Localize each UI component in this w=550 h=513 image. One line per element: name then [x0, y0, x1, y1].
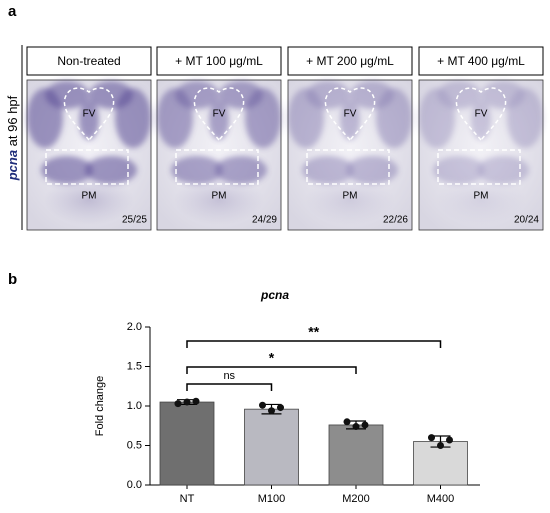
data-point — [428, 434, 435, 442]
data-point — [437, 442, 444, 449]
count-label: 22/26 — [383, 215, 408, 226]
stain-blob — [45, 81, 89, 109]
stain-blob — [471, 100, 491, 140]
stain-blob — [209, 100, 229, 140]
stain-glow — [44, 175, 134, 225]
data-point — [343, 418, 351, 426]
bar — [244, 408, 299, 486]
pm-outline — [45, 149, 129, 185]
embryo-image: FV PM 22/26 — [287, 79, 413, 231]
y-tick-label: 1.0 — [127, 400, 142, 412]
stain — [288, 81, 412, 184]
stain-glow — [174, 175, 264, 225]
pm-outline — [175, 149, 259, 185]
stain-blob — [340, 100, 360, 140]
x-tick-label: NT — [180, 493, 195, 505]
bar — [328, 424, 384, 486]
embryo-image: FV PM 24/29 — [156, 79, 282, 231]
y-axis-label: Fold change — [94, 376, 106, 437]
stain — [27, 81, 151, 184]
sig-bracket — [186, 383, 273, 391]
pm-label: PM — [82, 191, 97, 202]
stain-blob — [175, 81, 219, 109]
fv-outline — [63, 87, 115, 142]
stain-glow — [436, 175, 526, 225]
fv-label: FV — [344, 109, 357, 120]
fv-outline — [193, 87, 245, 142]
x-tick-label: M400 — [427, 493, 455, 505]
condition-label: Non-treated — [57, 54, 120, 68]
x-tick-label: M200 — [342, 493, 370, 505]
bar — [159, 401, 215, 486]
sig-bracket — [186, 366, 357, 374]
y-tick-label: 2.0 — [127, 321, 142, 333]
stain-blob — [306, 81, 350, 109]
data-point — [446, 436, 453, 444]
fv-outline — [324, 87, 376, 142]
fv-label: FV — [83, 109, 96, 120]
data-point — [352, 423, 360, 431]
panel-label: b — [8, 271, 17, 288]
condition-box — [418, 46, 544, 76]
count-label: 25/25 — [122, 215, 147, 226]
sig-label: ns — [223, 370, 235, 382]
condition-box — [156, 46, 282, 76]
sig-bracket — [186, 340, 442, 348]
condition-label: + MT 100 μg/mL — [175, 54, 263, 68]
condition-label: + MT 200 μg/mL — [306, 54, 394, 68]
y-tick-label: 1.5 — [127, 360, 142, 372]
chart-title: pcna — [260, 288, 289, 302]
data-point — [174, 400, 182, 408]
panel-label: a — [8, 3, 17, 20]
condition-label: + MT 400 μg/mL — [437, 54, 525, 68]
fv-label: FV — [213, 109, 226, 120]
pm-label: PM — [212, 191, 227, 202]
condition-box — [26, 46, 152, 76]
x-tick-label: M100 — [258, 493, 286, 505]
pm-outline — [306, 149, 390, 185]
pm-label: PM — [474, 191, 489, 202]
sig-label: ** — [308, 324, 319, 340]
condition-box — [287, 46, 413, 76]
embryo-image: FV PM 20/24 — [418, 79, 544, 231]
data-point — [277, 404, 284, 412]
y-tick-label: 0.5 — [127, 439, 142, 451]
data-point — [183, 398, 191, 406]
data-point — [361, 421, 369, 429]
pm-label: PM — [343, 191, 358, 202]
stain-blob — [437, 81, 481, 109]
count-label: 20/24 — [514, 215, 539, 226]
y-tick-label: 0.0 — [127, 479, 142, 491]
stain — [419, 81, 543, 184]
data-point — [259, 401, 266, 409]
sig-label: * — [269, 350, 275, 366]
embryo-image: FV PM 25/25 — [26, 79, 152, 231]
y-label: pcna at 96 hpf — [5, 95, 20, 181]
data-point — [268, 407, 275, 415]
stain-glow — [305, 175, 395, 225]
stain-blob — [79, 100, 99, 140]
pm-outline — [437, 149, 521, 185]
count-label: 24/29 — [252, 215, 277, 226]
data-point — [192, 397, 200, 405]
fv-label: FV — [475, 109, 488, 120]
fv-outline — [455, 87, 507, 142]
